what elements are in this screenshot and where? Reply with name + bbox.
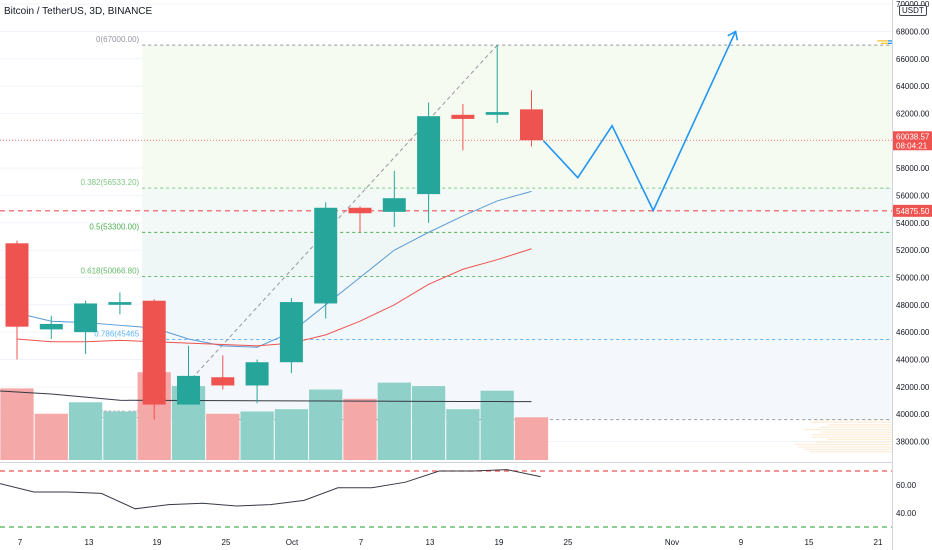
price-tick-label: 38000.00 (896, 437, 930, 446)
candle-body (349, 208, 372, 213)
rsi-tick-label: 40.00 (896, 509, 917, 518)
fib-label: 0.786(45465 (94, 329, 139, 338)
vp-row (828, 424, 892, 425)
volume-bar (275, 409, 308, 460)
candle-body (314, 208, 337, 304)
vp-row (812, 436, 892, 437)
volume-bar (343, 399, 376, 460)
price-tick-label: 62000.00 (896, 109, 930, 118)
vp-row (821, 431, 892, 432)
volume-bar (515, 417, 548, 460)
vp-row-blue (888, 40, 892, 41)
time-tick-label: 19 (495, 538, 504, 547)
time-tick-label: 7 (18, 538, 23, 547)
price-tick-label: 46000.00 (896, 328, 930, 337)
time-tick-label: 25 (222, 538, 231, 547)
volume-bar (206, 414, 239, 460)
price-tick-label: 50000.00 (896, 273, 930, 282)
volume-bar (103, 411, 136, 460)
fib-label: 0.382(56533.20) (80, 178, 139, 187)
current-price-value: 60038.57 (896, 132, 930, 141)
vp-row (812, 434, 892, 435)
price-tick-label: 66000.00 (896, 55, 930, 64)
vp-row-yellow (877, 40, 888, 41)
price-tick-label: 42000.00 (896, 383, 930, 392)
price-tick-label: 58000.00 (896, 164, 930, 173)
price-tick-label: 44000.00 (896, 355, 930, 364)
rsi-tick-label: 60.00 (896, 481, 917, 490)
time-tick-label: 13 (85, 538, 94, 547)
price-tick-label: 52000.00 (896, 246, 930, 255)
vp-row (798, 446, 892, 447)
volume-bar (69, 402, 102, 460)
candle-body (74, 303, 97, 332)
candle-body (417, 116, 440, 194)
currency-label[interactable]: USDT (899, 5, 927, 16)
time-tick-label: 13 (426, 538, 435, 547)
candle-body (451, 115, 474, 119)
candle-body (177, 376, 200, 405)
vp-row (816, 441, 892, 442)
time-tick-label: 19 (153, 538, 162, 547)
volume-bar (309, 390, 342, 460)
volume-bar (446, 409, 479, 460)
vp-row (820, 427, 892, 428)
volume-bar (240, 411, 273, 460)
vp-row (810, 422, 892, 423)
volume-bar (0, 388, 33, 460)
candle-body (246, 362, 269, 385)
fib-label: 0.5(53300.00) (89, 222, 139, 231)
fib-label: 0.618(50066.80) (80, 267, 139, 276)
time-tick-label: 21 (874, 538, 883, 547)
fib-band (142, 277, 892, 340)
volume-bar (412, 386, 445, 460)
candle-body (40, 324, 63, 329)
time-tick-label: 9 (739, 538, 744, 547)
price-tick-label: 64000.00 (896, 82, 930, 91)
time-tick-label: Nov (665, 538, 679, 547)
volume-bar (378, 383, 411, 460)
vp-row-yellow (881, 43, 888, 44)
candle-body (520, 109, 543, 140)
time-tick-label: 25 (564, 538, 573, 547)
vp-row (809, 451, 892, 452)
price-tick-label: 68000.00 (896, 27, 930, 36)
vp-row (805, 449, 892, 450)
time-tick-label: Oct (286, 538, 299, 547)
candle-body (486, 112, 509, 115)
fib-band (142, 45, 892, 188)
fib-label: 0(67000.00) (96, 35, 139, 44)
vp-row-blue (888, 43, 892, 44)
volume-bar (35, 414, 68, 460)
fib-band (142, 232, 892, 276)
candle-body (108, 302, 131, 305)
time-tick-label: 15 (805, 538, 814, 547)
vp-row (827, 439, 892, 440)
candle-body (143, 301, 166, 405)
candle-body (383, 198, 406, 212)
price-tick-label: 40000.00 (896, 410, 930, 419)
current-price-countdown: 08:04:21 (896, 141, 928, 150)
candle-body (211, 377, 234, 385)
price-tick-label: 54000.00 (896, 219, 930, 228)
candle-body (280, 302, 303, 362)
price-tick-label: 56000.00 (896, 191, 930, 200)
price-tick-label: 48000.00 (896, 301, 930, 310)
chart-title: Bitcoin / TetherUS, 3D, BINANCE (4, 6, 152, 17)
support-price-value: 54875.50 (896, 207, 930, 216)
vp-row (803, 429, 892, 430)
vp-row (795, 444, 892, 445)
candle-body (6, 243, 29, 326)
time-tick-label: 7 (359, 538, 364, 547)
